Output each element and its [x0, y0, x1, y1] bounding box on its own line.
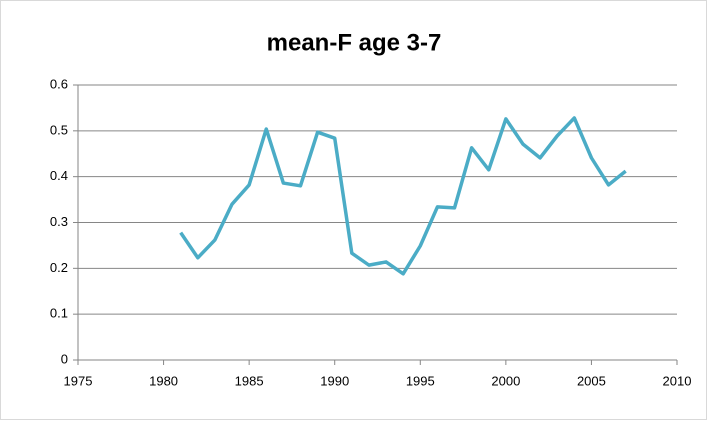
y-tick-label: 0.1 — [50, 306, 68, 321]
x-tick-label: 1990 — [320, 373, 349, 388]
x-tick-label: 1985 — [235, 373, 264, 388]
y-tick-label: 0.3 — [50, 214, 68, 229]
data-line — [179, 116, 627, 276]
x-tick-label: 2005 — [577, 373, 606, 388]
x-tick-label: 2000 — [491, 373, 520, 388]
y-tick-label: 0.5 — [50, 122, 68, 137]
x-tick-label: 2010 — [663, 373, 692, 388]
x-tick-label: 1975 — [64, 373, 93, 388]
y-tick-label: 0.4 — [50, 168, 68, 183]
y-tick-label: 0 — [61, 351, 68, 366]
chart-title: mean-F age 3-7 — [267, 29, 442, 56]
y-tick-label: 0.6 — [50, 76, 68, 91]
x-tick-label: 1980 — [149, 373, 178, 388]
x-tick-label: 1995 — [406, 373, 435, 388]
y-tick-label: 0.2 — [50, 260, 68, 275]
